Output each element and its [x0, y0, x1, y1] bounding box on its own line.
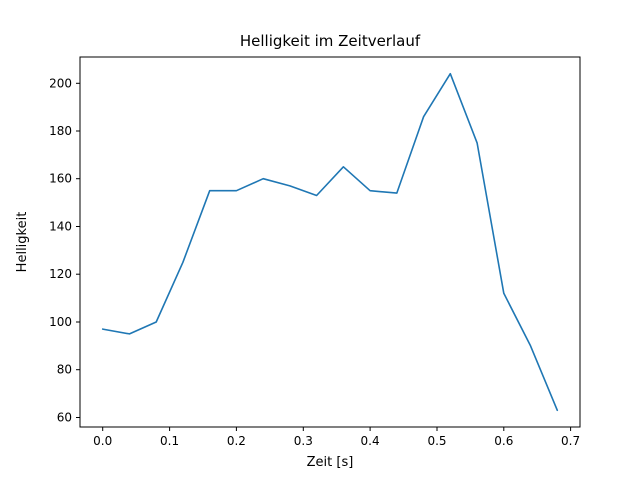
y-tick-label: 200 — [49, 76, 72, 90]
x-tick-label: 0.7 — [561, 434, 580, 448]
y-tick-label: 120 — [49, 267, 72, 281]
x-tick-label: 0.1 — [160, 434, 179, 448]
y-tick-label: 100 — [49, 315, 72, 329]
y-tick-label: 160 — [49, 172, 72, 186]
x-tick-label: 0.2 — [227, 434, 246, 448]
x-tick-label: 0.6 — [494, 434, 513, 448]
axes-border — [79, 56, 581, 428]
axis-ticks: 0.0 0.1 0.2 0.3 0.4 0.5 0.6 0.7 60 80 100 120 140 160… — [49, 76, 580, 448]
plot-area — [80, 57, 580, 427]
x-tick-label: 0.3 — [294, 434, 313, 448]
x-axis-label: Zeit [s] — [307, 455, 354, 470]
y-tick-label: 80 — [57, 363, 72, 377]
chart-title: Helligkeit im Zeitverlauf — [240, 32, 421, 50]
y-axis-label: Helligkeit — [15, 212, 30, 273]
x-tick-label: 0.5 — [427, 434, 446, 448]
y-tick-label: 180 — [49, 124, 72, 138]
data-line — [101, 72, 559, 412]
x-tick-label: 0.4 — [361, 434, 380, 448]
x-tick-label: 0.0 — [93, 434, 112, 448]
y-tick-label: 140 — [49, 220, 72, 234]
y-tick-label: 60 — [57, 411, 72, 425]
